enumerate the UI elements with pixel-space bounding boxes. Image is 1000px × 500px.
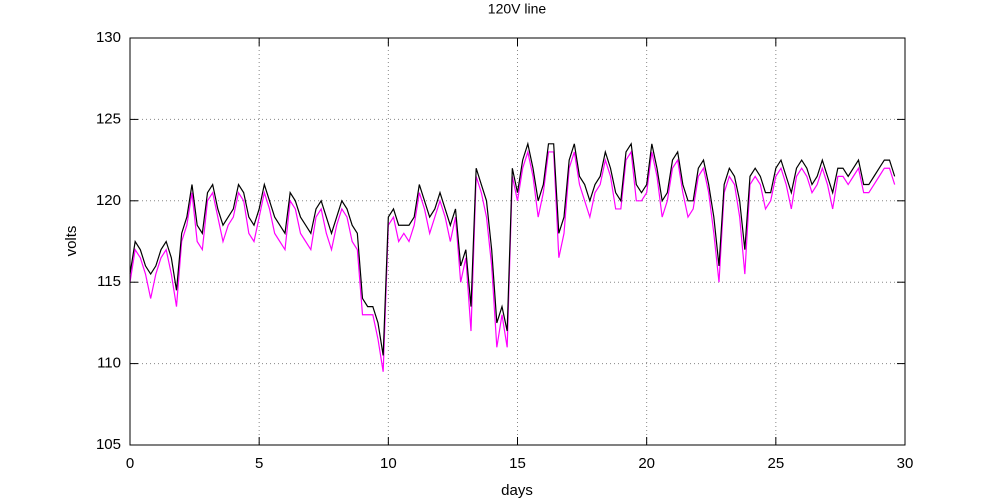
x-tick-label: 5: [255, 455, 263, 472]
y-tick-label: 105: [96, 436, 121, 453]
x-axis-label: days: [501, 482, 533, 499]
plot-frame: [129, 37, 906, 446]
y-tick-label: 110: [97, 355, 121, 372]
y-tick-label: 130: [96, 29, 121, 46]
chart-title: 120V line: [488, 1, 547, 17]
series-line: [129, 141, 896, 356]
y-tick-label: 115: [97, 273, 121, 290]
y-tick-label: 120: [96, 192, 121, 209]
x-tick-label: 0: [126, 455, 134, 472]
x-tick-label: 20: [638, 455, 655, 472]
x-tick-label: 25: [767, 455, 784, 472]
x-tick-label: 10: [380, 455, 397, 472]
x-tick-label: 15: [509, 455, 526, 472]
y-tick-label: 125: [96, 110, 121, 127]
x-tick-label: 30: [897, 455, 914, 472]
y-axis-label: volts: [63, 226, 80, 257]
